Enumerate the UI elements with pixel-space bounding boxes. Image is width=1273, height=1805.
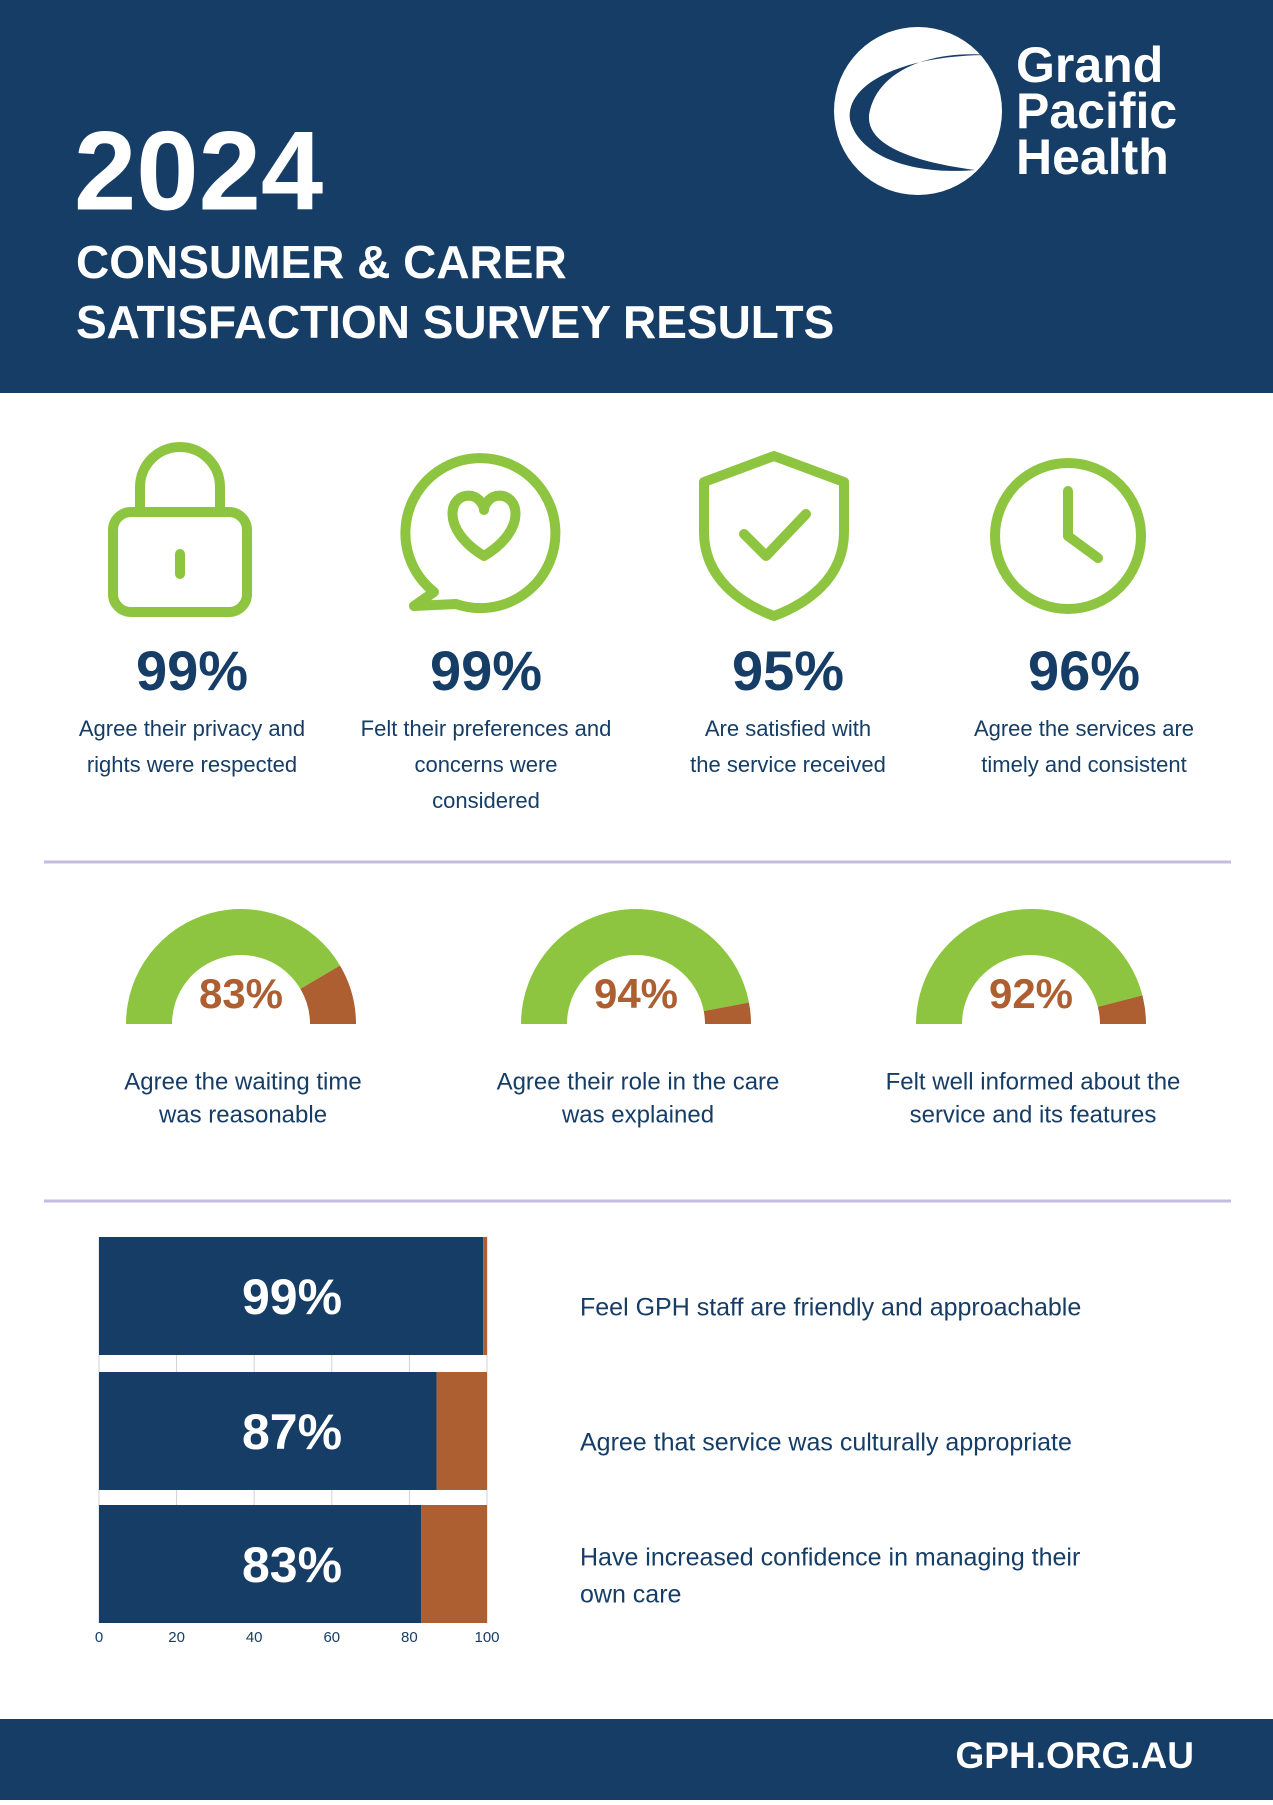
gauge-label: 92% — [989, 970, 1073, 1017]
gauge-caption: service and its features — [910, 1101, 1157, 1128]
bar — [99, 1237, 484, 1355]
gauge-value — [126, 909, 340, 1024]
stat-label: Felt their preferences and — [361, 716, 612, 741]
x-tick-label: 100 — [474, 1629, 499, 1646]
logo-road — [849, 54, 990, 171]
stat-label: considered — [432, 788, 540, 813]
logo: Grand Pacific Health — [834, 27, 1177, 195]
bar-rest — [483, 1237, 487, 1355]
stat-percent: 99% — [430, 639, 542, 702]
bar-value-label: 87% — [242, 1404, 342, 1460]
bar-category: Have increased confidence in managing th… — [580, 1544, 1080, 1572]
x-tick-label: 20 — [168, 1629, 185, 1646]
bar — [99, 1505, 422, 1623]
gauge-value — [521, 909, 749, 1024]
shield-icon — [699, 451, 849, 621]
gauge-caption: was reasonable — [158, 1101, 327, 1128]
gauge-rest — [1097, 995, 1146, 1024]
logo-text: Grand — [1016, 37, 1163, 93]
stat-percent: 96% — [1028, 639, 1140, 702]
stat-percent: 95% — [732, 639, 844, 702]
footer-url: GPH.ORG.AU — [956, 1735, 1194, 1776]
title-line: SATISFACTION SURVEY RESULTS — [76, 296, 834, 348]
x-tick-label: 0 — [95, 1629, 103, 1646]
bar-category: Agree that service was culturally approp… — [580, 1429, 1072, 1457]
stat-label: Are satisfied with — [705, 716, 871, 741]
gauge-caption: Felt well informed about the — [886, 1068, 1181, 1095]
bar-category: Feel GPH staff are friendly and approach… — [580, 1294, 1081, 1322]
bar — [99, 1372, 437, 1490]
x-tick-label: 60 — [323, 1629, 340, 1646]
lock-icon — [108, 442, 252, 617]
stat-label: Agree their privacy and — [79, 716, 305, 741]
header-band — [0, 0, 1273, 393]
logo-circle — [834, 27, 1002, 195]
bar-value-label: 83% — [242, 1537, 342, 1593]
clock-icon — [990, 458, 1146, 614]
gauge-caption: Agree their role in the care — [497, 1068, 780, 1095]
bar-rest — [421, 1505, 487, 1623]
gauge-value — [915, 908, 1143, 1024]
stat-label: the service received — [690, 752, 886, 777]
logo-text: Health — [1016, 129, 1169, 185]
gauge-caption: Agree the waiting time — [124, 1068, 361, 1095]
footer-band — [0, 1719, 1273, 1800]
gauge-rest — [300, 965, 356, 1024]
stat-label: concerns were — [414, 752, 557, 777]
gauge-label: 94% — [594, 970, 678, 1017]
year: 2024 — [74, 109, 323, 234]
gauge-label: 83% — [199, 970, 283, 1017]
x-tick-label: 80 — [401, 1629, 418, 1646]
bar-value-label: 99% — [242, 1269, 342, 1325]
gauge-rest — [703, 1002, 751, 1024]
logo-text: Pacific — [1016, 83, 1177, 139]
title-line: CONSUMER & CARER — [76, 236, 567, 288]
bar-rest — [436, 1372, 487, 1490]
stat-percent: 99% — [136, 639, 248, 702]
stat-label: rights were respected — [87, 752, 297, 777]
stat-label: Agree the services are — [974, 716, 1194, 741]
chat-heart-icon — [400, 453, 561, 614]
stat-label: timely and consistent — [981, 752, 1186, 777]
x-tick-label: 40 — [246, 1629, 263, 1646]
bar-category: own care — [580, 1581, 681, 1609]
gauge-caption: was explained — [561, 1101, 714, 1128]
